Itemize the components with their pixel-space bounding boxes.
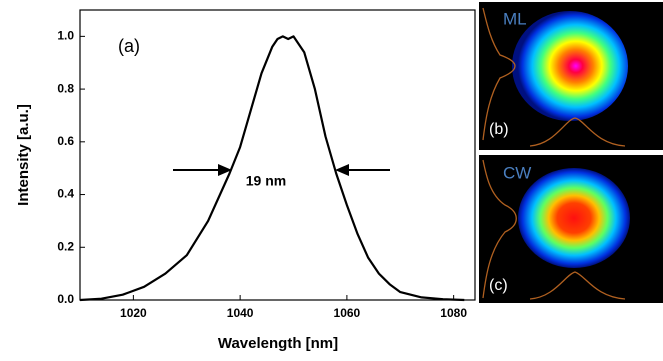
x-axis-label: Wavelength [nm]	[218, 335, 338, 352]
panel-tag: (b)	[489, 121, 509, 138]
x-tick-label: 1060	[334, 306, 361, 320]
page: (a) 19 nm Wavelength [nm] Intensity [a.u…	[0, 0, 663, 356]
y-tick-label: 0.4	[57, 187, 74, 201]
y-tick-label: 0.0	[57, 292, 74, 306]
annotation: 19 nm	[246, 173, 286, 189]
x-tick-label: 1080	[440, 306, 467, 320]
data-line	[80, 36, 464, 300]
y-tick-label: 1.0	[57, 29, 74, 43]
y-axis-label: Intensity [a.u.]	[15, 104, 32, 206]
panel-label: CW	[503, 163, 531, 182]
y-tick-label: 0.6	[57, 134, 74, 148]
panel-label: ML	[503, 9, 527, 28]
y-tick-label: 0.8	[57, 81, 74, 95]
annotation: (a)	[118, 36, 140, 56]
x-tick-label: 1040	[227, 306, 254, 320]
x-tick-label: 1020	[120, 306, 147, 320]
beam-panel: ML (b)	[479, 2, 663, 150]
figure: (a) 19 nm Wavelength [nm] Intensity [a.u…	[0, 0, 663, 356]
panel-tag: (c)	[489, 277, 508, 294]
y-tick-label: 0.2	[57, 239, 74, 253]
beam-panel: CW (c)	[479, 155, 663, 303]
